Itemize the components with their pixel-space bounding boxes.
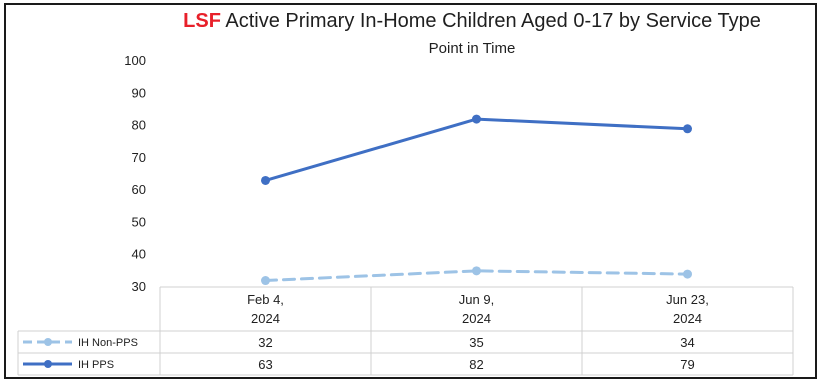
data-label: 82	[469, 357, 483, 372]
y-tick-label: 30	[132, 279, 146, 294]
y-tick-label: 40	[132, 247, 146, 262]
series-line	[264, 117, 689, 182]
legend-label: IH Non-PPS	[78, 337, 138, 349]
legend-label: IH PPS	[78, 359, 114, 371]
data-label: 63	[258, 357, 272, 372]
chart-title: LSF Active Primary In-Home Children Aged…	[183, 10, 761, 32]
legend-key-marker	[44, 338, 52, 346]
series-lines	[261, 114, 692, 286]
y-tick-label: 80	[132, 118, 146, 133]
category-label: Jun 23, 2024	[666, 292, 709, 326]
data-label: 35	[469, 335, 483, 350]
chart-title-brand: LSF	[183, 10, 221, 32]
category-label: Jun 9, 2024	[459, 292, 494, 326]
chart-subtitle: Point in Time	[429, 40, 516, 57]
data-point	[683, 269, 692, 279]
data-label: 79	[680, 357, 694, 372]
y-tick-label: 60	[132, 182, 146, 197]
category-label: Feb 4, 2024	[247, 292, 284, 326]
data-point	[261, 175, 270, 185]
data-point	[683, 124, 692, 134]
category-labels: Feb 4, 2024 Jun 9, 2024 Jun 23, 2024	[247, 292, 709, 326]
data-point	[472, 266, 481, 276]
y-axis: 100 90 80 70 60 50 40 30	[124, 53, 146, 294]
data-label: 34	[680, 335, 694, 350]
data-table-rows: IH Non-PPS 32 35 34 IH PPS 63 82 79	[23, 335, 695, 372]
data-point	[261, 276, 270, 286]
chart-title-text: Active Primary In-Home Children Aged 0-1…	[221, 10, 761, 32]
series-line	[264, 269, 689, 283]
chart-frame	[4, 3, 817, 379]
y-tick-label: 90	[132, 85, 146, 100]
y-tick-label: 70	[132, 150, 146, 165]
legend-key-marker	[44, 360, 52, 368]
data-label: 32	[258, 335, 272, 350]
data-table-grid	[17, 286, 794, 376]
y-tick-label: 100	[124, 53, 146, 68]
data-point	[472, 114, 481, 124]
y-tick-label: 50	[132, 214, 146, 229]
